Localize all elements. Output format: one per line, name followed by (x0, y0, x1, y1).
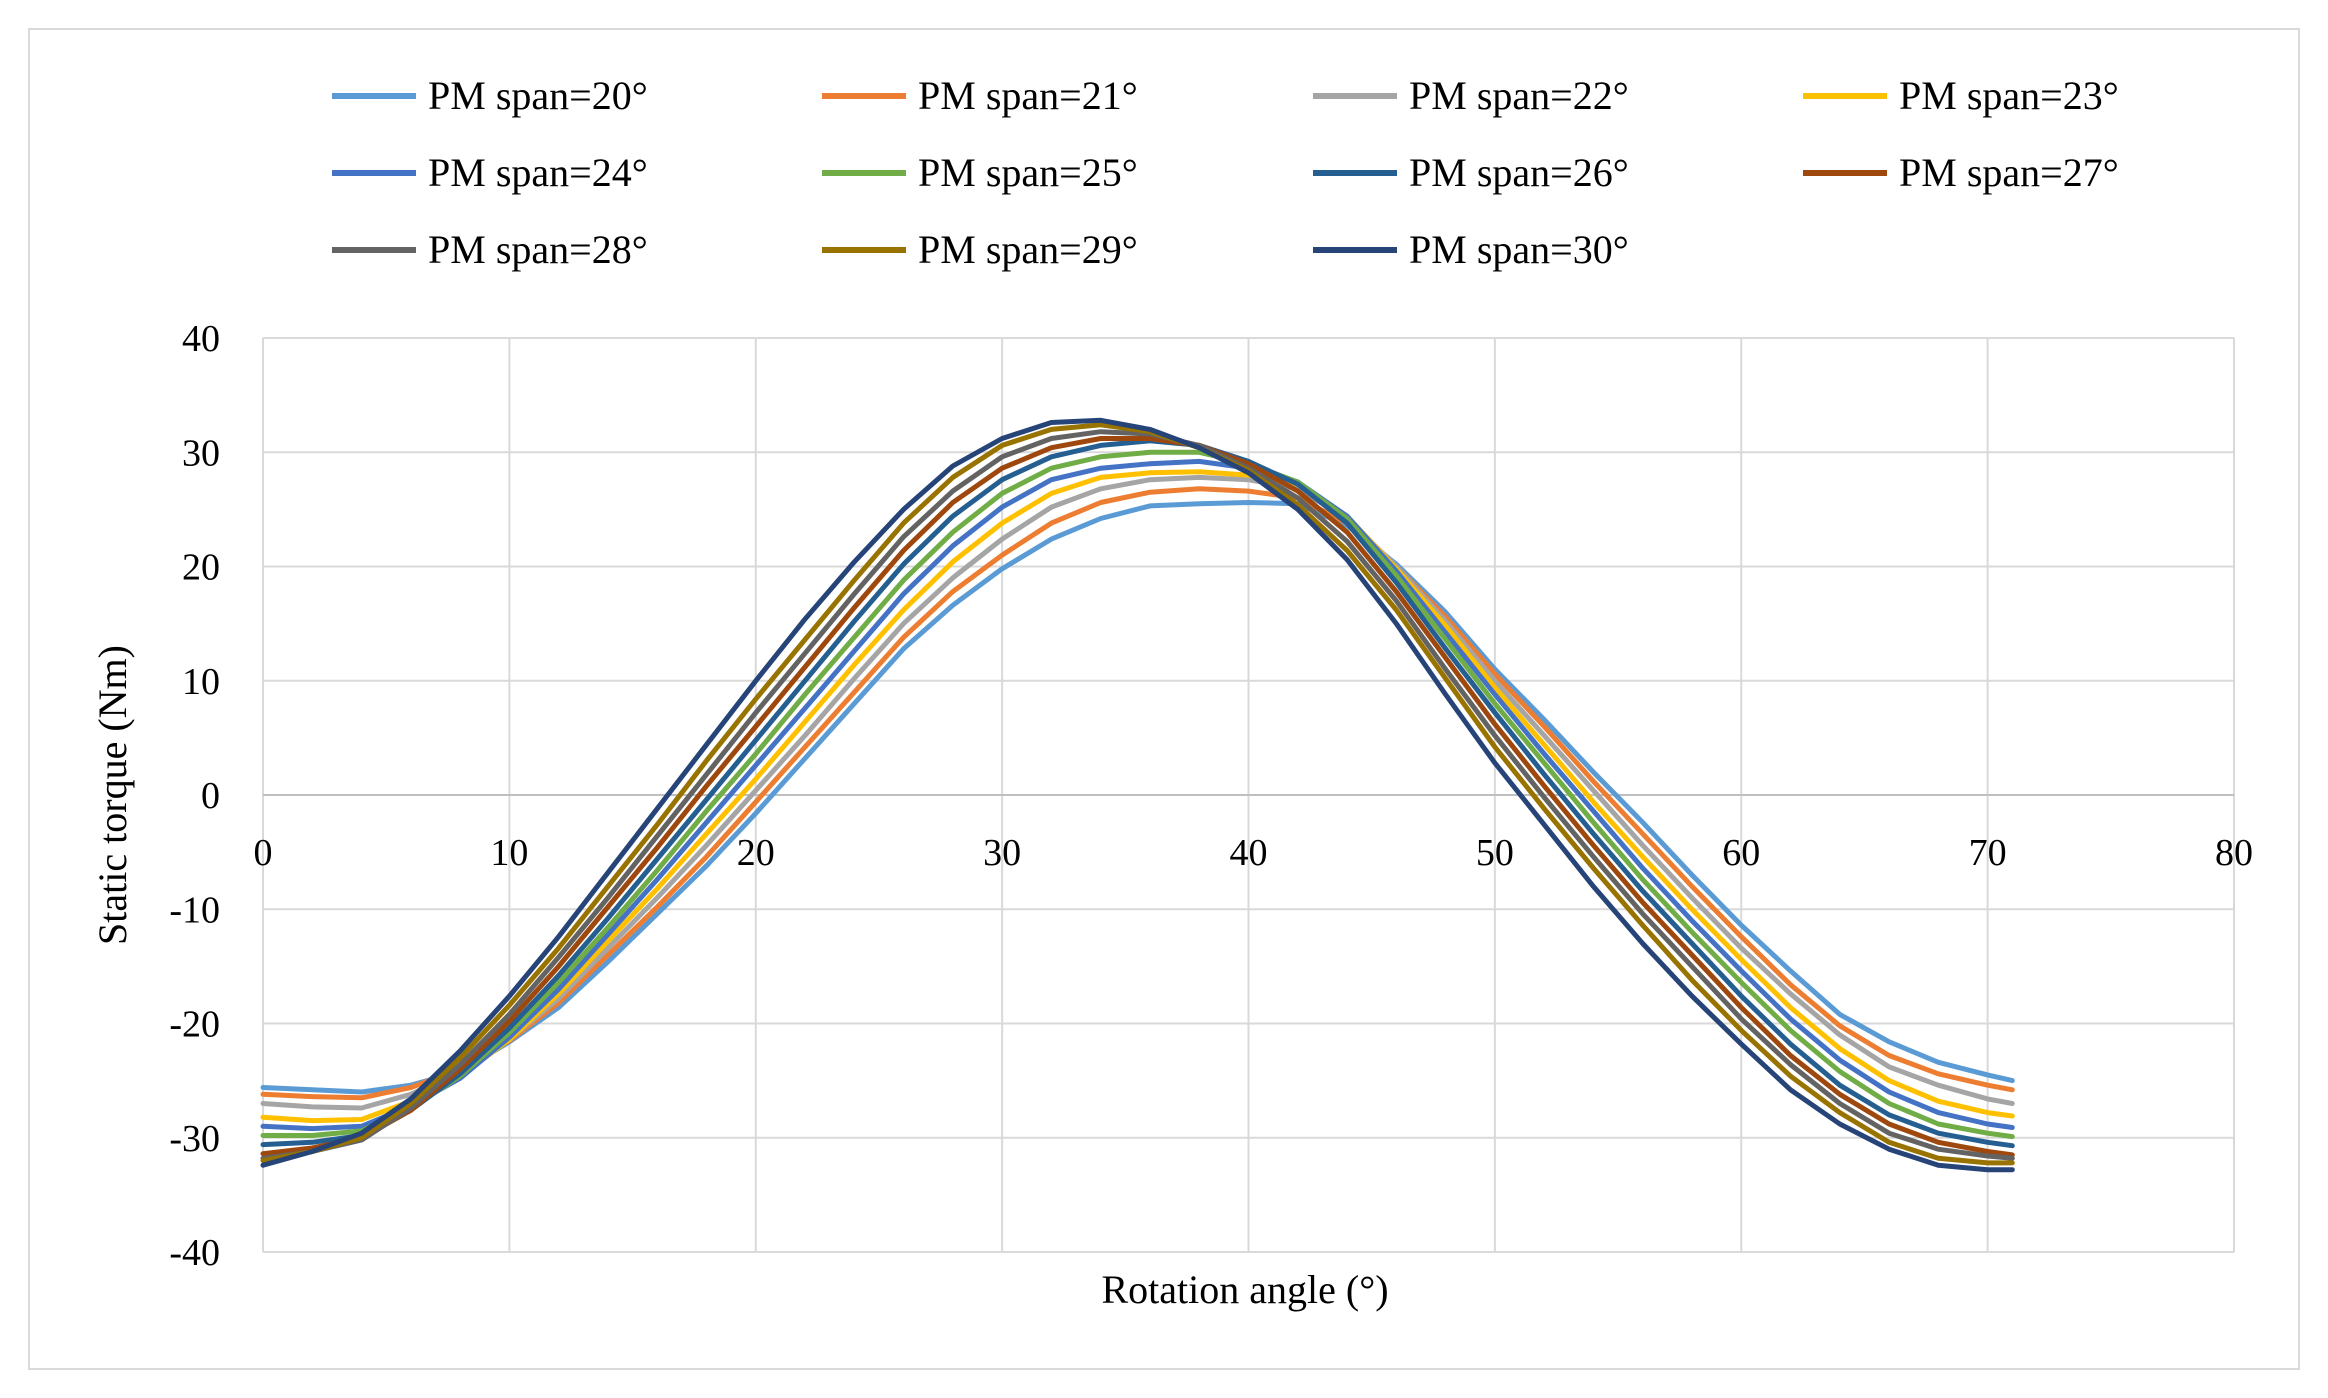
legend-item: PM span=30° (1313, 227, 1629, 272)
series-line-3 (260, 474, 2015, 1111)
legend-label: PM span=21° (918, 73, 1138, 118)
x-tick-label: 70 (1969, 832, 2007, 874)
y-tick-label: 10 (182, 661, 220, 703)
x-tick-label: 30 (983, 832, 1021, 874)
y-tick-label: 20 (182, 547, 220, 589)
x-tick-label: 20 (737, 832, 775, 874)
y-tick-label: -30 (169, 1118, 220, 1160)
x-axis-title: Rotation angle (°) (1101, 1267, 1388, 1312)
y-tick-label: -10 (169, 889, 220, 931)
x-tick-label: 80 (2215, 832, 2253, 874)
series-line-4 (260, 469, 2015, 1124)
legend-item: PM span=29° (822, 227, 1138, 272)
y-tick-label: 0 (201, 775, 220, 817)
legend-item: PM span=26° (1313, 150, 1629, 195)
series-line-2 (260, 486, 2015, 1101)
series-line-11 (260, 417, 2015, 1173)
axis-ticks: 40 30 20 10 0 -10 -20 -30 -40 0 10 20 30 40 50 60 70 80 (169, 318, 2253, 1274)
y-tick-label: 30 (182, 432, 220, 474)
legend-item: PM span=24° (332, 150, 648, 195)
legend-label: PM span=25° (918, 150, 1138, 195)
legend-label: PM span=24° (428, 150, 648, 195)
legend-item: PM span=27° (1803, 150, 2119, 195)
legend-label: PM span=20° (428, 73, 648, 118)
series-line-8 (260, 436, 2015, 1158)
y-tick-label: -20 (169, 1004, 220, 1046)
y-tick-label: 40 (182, 318, 220, 360)
legend-label: PM span=23° (1899, 73, 2119, 118)
legend-label: PM span=27° (1899, 150, 2119, 195)
legend-label: PM span=29° (918, 227, 1138, 272)
series-lines (260, 417, 2015, 1173)
legend-label: PM span=30° (1409, 227, 1629, 272)
x-tick-label: 40 (1230, 832, 1268, 874)
legend-item: PM span=20° (332, 73, 648, 118)
series-line-5 (260, 458, 2015, 1132)
legend-item: PM span=28° (332, 227, 648, 272)
legend-item: PM span=23° (1803, 73, 2119, 118)
x-tick-label: 60 (1722, 832, 1760, 874)
y-tick-label: -40 (169, 1232, 220, 1274)
legend-label: PM span=28° (428, 227, 648, 272)
legend-label: PM span=26° (1409, 150, 1629, 195)
x-tick-label: 50 (1476, 832, 1514, 874)
legend-label: PM span=22° (1409, 73, 1629, 118)
legend: PM span=20° PM span=21° PM span=22° PM span… (332, 73, 2119, 272)
series-line-6 (260, 449, 2015, 1140)
y-axis-title: Static torque (Nm) (90, 645, 135, 945)
legend-item: PM span=22° (1313, 73, 1629, 118)
x-tick-label: 10 (490, 832, 528, 874)
x-tick-label: 0 (254, 832, 273, 874)
series-line-1 (260, 500, 2015, 1095)
legend-item: PM span=25° (822, 150, 1138, 195)
legend-item: PM span=21° (822, 73, 1138, 118)
